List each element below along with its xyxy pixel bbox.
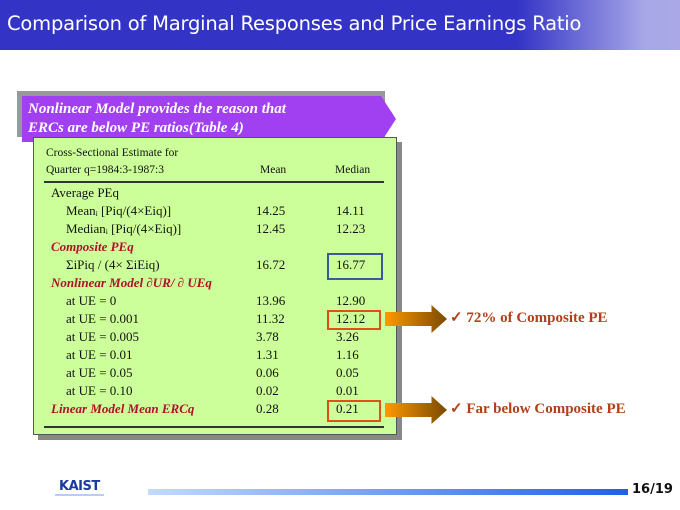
row-mean: 11.32 [256,311,285,326]
highlight-box-linear [327,400,381,422]
estimate-table: Cross-Sectional Estimate for Quarter q=1… [33,137,397,435]
header-line-1: Cross-Sectional Estimate for [46,147,179,159]
row-median: 12.90 [336,293,366,308]
title-bar: Comparison of Marginal Responses and Pri… [0,0,680,50]
note-far-below: ✓ Far below Composite PE [450,401,626,417]
row-mean: 12.45 [256,221,286,236]
kaist-logo: KAIST [55,479,104,496]
footer-bar [148,489,628,495]
row-mean: 0.06 [256,365,279,380]
row-median: 16.77 [336,257,366,272]
highlight-box-nonlinear [327,310,381,330]
row-mean: 16.72 [256,257,286,272]
row-label: Meanᵢ [Piq/(4×Eiq)] [66,203,172,218]
row-median: 0.21 [336,401,359,416]
row-median: 0.01 [336,383,359,398]
row-median: 12.12 [336,311,366,326]
slide-title: Comparison of Marginal Responses and Pri… [7,12,582,35]
banner-line-2: ERCs are below PE ratios(Table 4) [28,120,244,136]
row-median: 0.05 [336,365,359,380]
row-median: 14.11 [336,203,365,218]
row-median: 1.16 [336,347,359,362]
row-mean: 1.31 [256,347,279,362]
row-label: at UE = 0.05 [66,365,133,380]
bottom-rule [44,426,384,428]
row-label: at UE = 0.10 [66,383,133,398]
row-label: Nonlinear Model ∂UR/ ∂ UEq [51,275,212,290]
row-label: at UE = 0.005 [66,329,140,344]
row-mean: 14.25 [256,203,286,218]
header-median: Median [335,164,371,176]
header-line-2: Quarter q=1984:3-1987:3 [46,164,164,176]
callout-banner: Nonlinear Model provides the reason that… [22,96,396,142]
page-number: 16/19 [632,482,673,497]
header-rule [44,181,384,183]
row-median: 12.23 [336,221,366,236]
row-label: ΣiPiq / (4× ΣiEiq) [66,257,160,272]
row-label: Composite PEq [51,239,134,254]
note-composite: ✓ 72% of Composite PE [450,310,608,326]
row-median: 3.26 [336,329,359,344]
row-label: Average PEq [51,185,119,200]
highlight-box-composite [327,253,383,280]
row-mean: 13.96 [256,293,286,308]
row-label: Linear Model Mean ERCq [51,401,195,416]
header-mean: Mean [260,164,287,176]
row-label: at UE = 0.001 [66,311,140,326]
row-label: at UE = 0 [66,293,117,308]
row-label: Medianᵢ [Piq/(4×Eiq)] [66,221,182,236]
row-mean: 0.02 [256,383,279,398]
row-label: at UE = 0.01 [66,347,133,362]
row-mean: 3.78 [256,329,279,344]
row-mean: 0.28 [256,401,279,416]
banner-line-1: Nonlinear Model provides the reason that [28,101,286,117]
